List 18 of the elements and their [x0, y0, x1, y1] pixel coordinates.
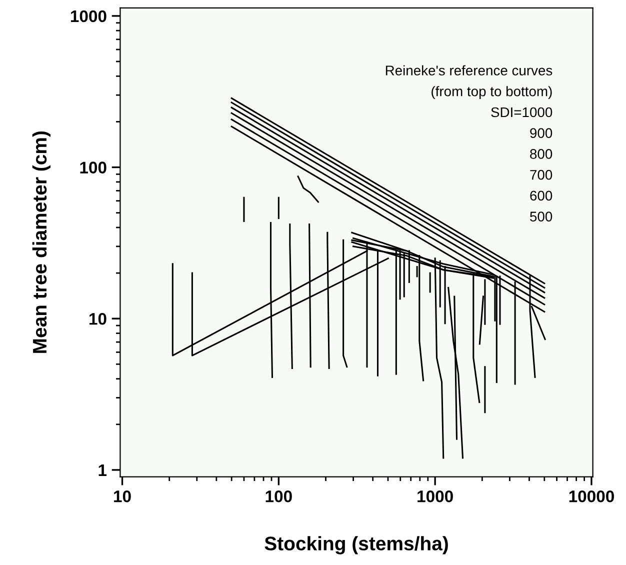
x-tick-label: 1000 [418, 490, 453, 502]
annotation: 500 [530, 212, 552, 222]
annotation: SDI=1000 [491, 107, 552, 118]
annotation: 900 [530, 128, 552, 138]
x-tick-label: 100 [266, 490, 292, 502]
y-tick-label: 10 [90, 313, 106, 325]
x-tick-label: 10 [114, 490, 131, 502]
x-tick-label: 10000 [569, 490, 614, 502]
annotation: Reineke's reference curves [386, 65, 552, 76]
y-tick-label: 100 [80, 162, 106, 174]
y-tick-label: 1 [98, 464, 107, 476]
y-tick-label: 1000 [70, 10, 106, 22]
annotation: (from top to bottom) [432, 86, 552, 100]
annotation: 600 [530, 190, 552, 201]
annotation: 700 [530, 170, 552, 180]
x-axis-title: Stocking (stems/ha) [264, 536, 448, 554]
y-axis-title: Mean tree diameter (cm) [32, 132, 50, 353]
annotation: 800 [530, 149, 552, 159]
